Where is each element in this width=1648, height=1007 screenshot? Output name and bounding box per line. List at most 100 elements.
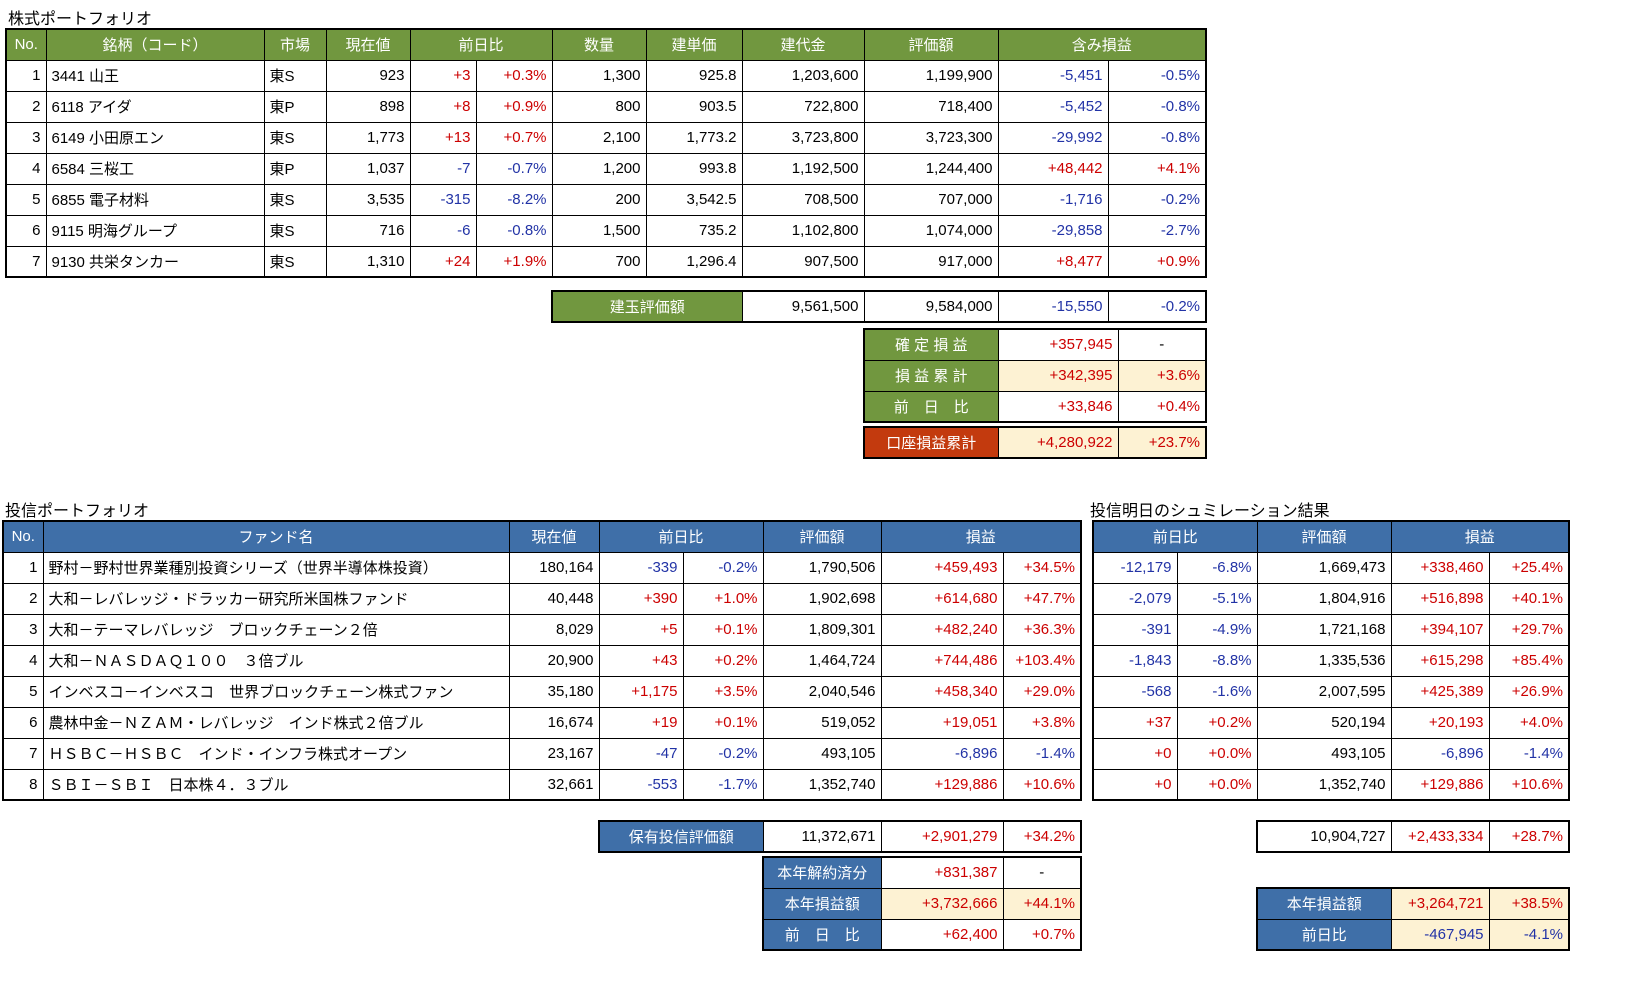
header-day-change[interactable]: 前日比 bbox=[1092, 520, 1258, 553]
cell-pl[interactable]: -6,896 bbox=[1390, 737, 1490, 770]
cell-unit[interactable]: 993.8 bbox=[645, 152, 743, 185]
cell-qty[interactable]: 1,200 bbox=[551, 152, 647, 185]
cell-pl_pct[interactable]: +4.0% bbox=[1488, 706, 1570, 739]
cell-chg_pct[interactable]: +0.0% bbox=[1176, 737, 1258, 770]
cell-pl_pct[interactable]: +3.8% bbox=[1002, 706, 1082, 739]
stat-label-ytd-pl[interactable]: 本年損益額 bbox=[762, 887, 882, 920]
cell-qty[interactable]: 2,100 bbox=[551, 121, 647, 154]
header-pl[interactable]: 損益 bbox=[880, 520, 1082, 553]
cell-value[interactable]: 1,244,400 bbox=[863, 152, 999, 185]
sim-summary-pl[interactable]: +2,433,334 bbox=[1390, 820, 1490, 853]
cell-pl_pct[interactable]: +29.0% bbox=[1002, 675, 1082, 708]
cell-value[interactable]: 1,199,900 bbox=[863, 59, 999, 92]
cell-chg[interactable]: -339 bbox=[598, 551, 684, 584]
cell-no[interactable]: 5 bbox=[2, 675, 44, 708]
cell-pl_pct[interactable]: +85.4% bbox=[1488, 644, 1570, 677]
cell-cost[interactable]: 1,192,500 bbox=[741, 152, 865, 185]
cell-pl[interactable]: +516,898 bbox=[1390, 582, 1490, 615]
stat-label-day-change[interactable]: 前 日 比 bbox=[863, 390, 999, 423]
cell-name[interactable]: 6855 電子材料 bbox=[45, 183, 265, 216]
cell-no[interactable]: 3 bbox=[2, 613, 44, 646]
cell-unit[interactable]: 3,542.5 bbox=[645, 183, 743, 216]
cell-chg_pct[interactable]: -5.1% bbox=[1176, 582, 1258, 615]
cell-chg[interactable]: +19 bbox=[598, 706, 684, 739]
cell-name[interactable]: 野村－野村世界業種別投資シリーズ（世界半導体株投資） bbox=[42, 551, 510, 584]
cell-qty[interactable]: 1,300 bbox=[551, 59, 647, 92]
cell-chg[interactable]: -568 bbox=[1092, 675, 1178, 708]
cell-pl_pct[interactable]: +26.9% bbox=[1488, 675, 1570, 708]
stat-pct[interactable]: - bbox=[1002, 856, 1082, 889]
cell-no[interactable]: 2 bbox=[5, 90, 47, 123]
stat-label-day-change[interactable]: 前日比 bbox=[1256, 918, 1392, 951]
cell-chg[interactable]: -2,079 bbox=[1092, 582, 1178, 615]
cell-chg_pct[interactable]: +0.2% bbox=[1176, 706, 1258, 739]
cell-qty[interactable]: 800 bbox=[551, 90, 647, 123]
cell-chg_pct[interactable]: -0.7% bbox=[475, 152, 553, 185]
cell-price[interactable]: 32,661 bbox=[508, 768, 600, 801]
cell-price[interactable]: 23,167 bbox=[508, 737, 600, 770]
cell-chg_pct[interactable]: -0.2% bbox=[682, 737, 764, 770]
cell-no[interactable]: 3 bbox=[5, 121, 47, 154]
cell-chg[interactable]: +5 bbox=[598, 613, 684, 646]
cell-chg[interactable]: +1,175 bbox=[598, 675, 684, 708]
cell-pl_pct[interactable]: -0.5% bbox=[1107, 59, 1207, 92]
account-total-label[interactable]: 口座損益累計 bbox=[863, 426, 999, 459]
fund-summary-value[interactable]: 11,372,671 bbox=[762, 820, 882, 853]
stat-value[interactable]: +831,387 bbox=[880, 856, 1004, 889]
cell-pl[interactable]: +129,886 bbox=[1390, 768, 1490, 801]
cell-value[interactable]: 493,105 bbox=[762, 737, 882, 770]
header-name[interactable]: 銘柄（コード） bbox=[45, 28, 265, 61]
cell-cost[interactable]: 907,500 bbox=[741, 245, 865, 278]
cell-value[interactable]: 1,352,740 bbox=[762, 768, 882, 801]
stat-value[interactable]: -467,945 bbox=[1390, 918, 1490, 951]
fund-summary-pl-pct[interactable]: +34.2% bbox=[1002, 820, 1082, 853]
header-no[interactable]: No. bbox=[5, 28, 47, 61]
cell-pl_pct[interactable]: +0.9% bbox=[1107, 245, 1207, 278]
cell-pl[interactable]: +458,340 bbox=[880, 675, 1004, 708]
cell-no[interactable]: 7 bbox=[2, 737, 44, 770]
stat-pct[interactable]: +0.4% bbox=[1117, 390, 1207, 423]
cell-no[interactable]: 6 bbox=[2, 706, 44, 739]
cell-pl_pct[interactable]: +103.4% bbox=[1002, 644, 1082, 677]
header-pl[interactable]: 損益 bbox=[1390, 520, 1570, 553]
cell-price[interactable]: 3,535 bbox=[325, 183, 411, 216]
cell-pl_pct[interactable]: +4.1% bbox=[1107, 152, 1207, 185]
cell-pl[interactable]: +394,107 bbox=[1390, 613, 1490, 646]
header-no[interactable]: No. bbox=[2, 520, 44, 553]
cell-pl[interactable]: -29,858 bbox=[997, 214, 1109, 247]
cell-chg_pct[interactable]: +0.0% bbox=[1176, 768, 1258, 801]
cell-value[interactable]: 1,809,301 bbox=[762, 613, 882, 646]
cell-pl[interactable]: +8,477 bbox=[997, 245, 1109, 278]
header-day-change[interactable]: 前日比 bbox=[409, 28, 553, 61]
cell-chg_pct[interactable]: -8.8% bbox=[1176, 644, 1258, 677]
header-quantity[interactable]: 数量 bbox=[551, 28, 647, 61]
cell-chg_pct[interactable]: +0.9% bbox=[475, 90, 553, 123]
cell-value[interactable]: 1,464,724 bbox=[762, 644, 882, 677]
stat-value[interactable]: +33,846 bbox=[997, 390, 1119, 423]
cell-chg[interactable]: -7 bbox=[409, 152, 477, 185]
cell-chg_pct[interactable]: -4.9% bbox=[1176, 613, 1258, 646]
cell-price[interactable]: 40,448 bbox=[508, 582, 600, 615]
account-total-value[interactable]: +4,280,922 bbox=[997, 426, 1119, 459]
cell-name[interactable]: 9115 明海グループ bbox=[45, 214, 265, 247]
cell-chg_pct[interactable]: -0.8% bbox=[475, 214, 553, 247]
cell-pl[interactable]: +19,051 bbox=[880, 706, 1004, 739]
cell-chg[interactable]: -47 bbox=[598, 737, 684, 770]
stat-value[interactable]: +357,945 bbox=[997, 328, 1119, 361]
cell-chg[interactable]: +3 bbox=[409, 59, 477, 92]
cell-price[interactable]: 923 bbox=[325, 59, 411, 92]
cell-chg_pct[interactable]: +1.0% bbox=[682, 582, 764, 615]
stock-summary-label[interactable]: 建玉評価額 bbox=[551, 290, 743, 323]
cell-chg[interactable]: -1,843 bbox=[1092, 644, 1178, 677]
cell-pl_pct[interactable]: +36.3% bbox=[1002, 613, 1082, 646]
cell-chg_pct[interactable]: -1.7% bbox=[682, 768, 764, 801]
cell-pl[interactable]: +48,442 bbox=[997, 152, 1109, 185]
cell-pl_pct[interactable]: -0.8% bbox=[1107, 121, 1207, 154]
cell-no[interactable]: 2 bbox=[2, 582, 44, 615]
stat-value[interactable]: +3,732,666 bbox=[880, 887, 1004, 920]
cell-chg_pct[interactable]: -6.8% bbox=[1176, 551, 1258, 584]
cell-value[interactable]: 1,804,916 bbox=[1256, 582, 1392, 615]
cell-pl_pct[interactable]: -2.7% bbox=[1107, 214, 1207, 247]
cell-cost[interactable]: 1,102,800 bbox=[741, 214, 865, 247]
header-price[interactable]: 現在値 bbox=[508, 520, 600, 553]
